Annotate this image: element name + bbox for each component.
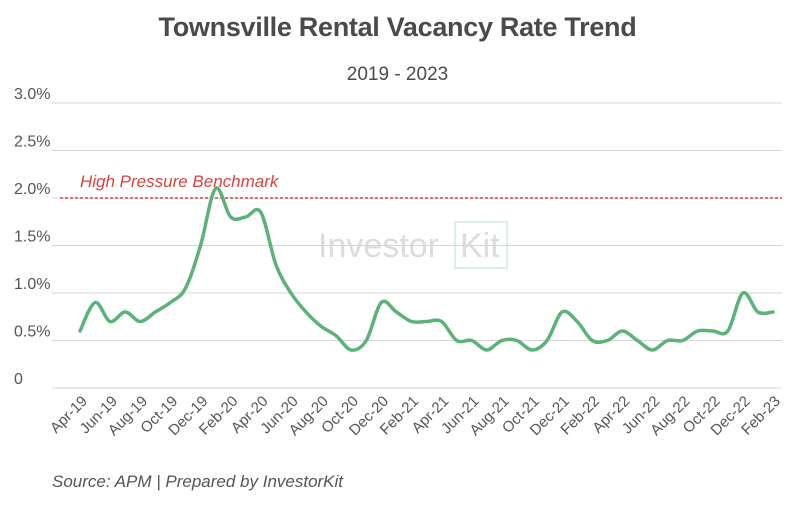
- series-group: [78, 186, 775, 352]
- source-note: Source: APM | Prepared by InvestorKit: [52, 472, 344, 491]
- y-tick-label: 2.5%: [14, 134, 50, 151]
- vacancy-rate-line: [78, 186, 775, 352]
- y-tick-label: 1.5%: [14, 229, 50, 246]
- y-axis-ticks: 0 0.5% 1.0% 1.5% 2.0% 2.5% 3.0%: [14, 86, 50, 388]
- chart-title: Townsville Rental Vacancy Rate Trend: [158, 12, 637, 42]
- y-tick-label: 0: [14, 371, 23, 388]
- chart-subtitle: 2019 - 2023: [346, 64, 449, 85]
- y-tick-label: 0.5%: [14, 324, 50, 341]
- y-tick-label: 3.0%: [14, 86, 50, 103]
- y-gridlines: [52, 102, 782, 389]
- y-tick-label: 2.0%: [14, 181, 50, 198]
- x-axis-ticks: Apr-19Jun-19Aug-19Oct-19Dec-19Feb-20Apr-…: [47, 393, 784, 439]
- benchmark-group: High Pressure Benchmark: [60, 172, 782, 199]
- benchmark-label: High Pressure Benchmark: [80, 172, 280, 191]
- y-tick-label: 1.0%: [14, 276, 50, 293]
